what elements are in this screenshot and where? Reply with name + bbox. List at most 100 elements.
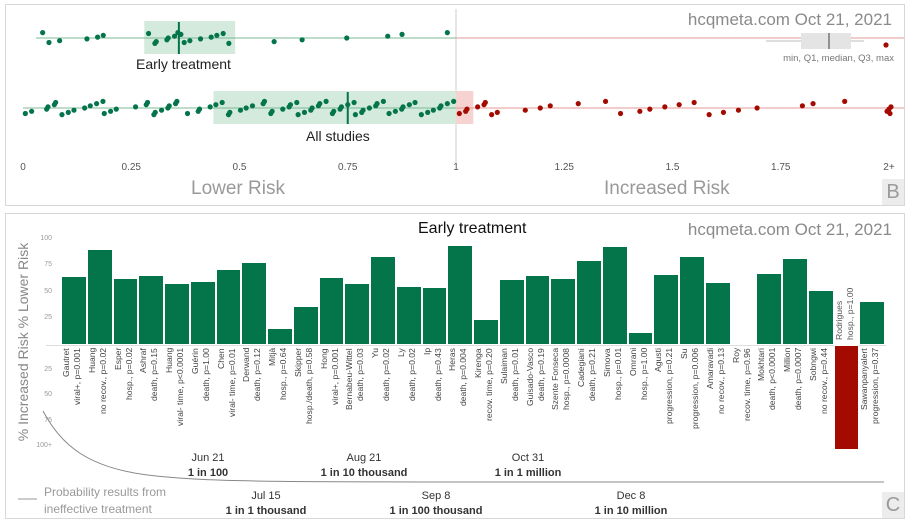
x-label-lower: Lower Risk <box>191 178 285 199</box>
bar-derwand <box>241 262 267 345</box>
annotation-probability: 1 in 100 thousand <box>389 505 483 517</box>
bar-huang <box>86 249 113 345</box>
data-point <box>280 106 286 112</box>
data-point <box>537 105 543 111</box>
x-tick-label: 1 <box>453 162 459 173</box>
row-label-all: All studies <box>306 128 370 144</box>
bar-million <box>782 257 808 345</box>
data-point <box>494 109 500 115</box>
y-tick-label: 100+ <box>36 442 52 449</box>
data-point <box>165 35 171 41</box>
data-point <box>547 103 553 109</box>
data-point <box>888 104 894 110</box>
bar-rodrigues <box>833 345 860 450</box>
data-point <box>406 102 412 108</box>
annotation-date: Jul 15 <box>251 490 281 502</box>
data-point <box>637 108 643 114</box>
bar-sawanpanyalert <box>859 300 885 345</box>
probability-annotation: Jun 21 1 in 100 <box>188 452 228 479</box>
y-tick-label: 100 <box>40 235 52 242</box>
data-point <box>40 30 46 36</box>
data-point <box>184 110 191 117</box>
legend-box <box>801 33 851 49</box>
data-point <box>57 38 63 44</box>
data-point <box>400 104 406 110</box>
data-point <box>219 99 225 106</box>
data-point <box>380 98 386 104</box>
data-point <box>299 37 305 43</box>
data-point <box>617 110 624 117</box>
data-point <box>691 99 697 106</box>
data-point <box>754 105 760 111</box>
data-point <box>676 102 682 108</box>
data-point <box>444 30 450 36</box>
data-point <box>101 110 107 117</box>
y-tick-label: 50 <box>44 287 52 295</box>
probability-annotation: Oct 31 1 in 1 million <box>495 452 562 479</box>
data-point <box>418 112 424 118</box>
x-label-increased: Increased Risk <box>604 178 730 199</box>
bar-sobngwi <box>807 290 834 345</box>
data-point <box>489 112 495 118</box>
data-point <box>602 98 609 104</box>
data-point <box>208 34 214 40</box>
data-point <box>226 40 232 47</box>
x-tick-label: 2+ <box>883 162 895 173</box>
curve-legend: Probability results from ineffective tre… <box>44 485 167 516</box>
bar-yu <box>370 255 396 345</box>
data-point <box>345 102 351 108</box>
probability-annotation: Sep 8 1 in 100 thousand <box>390 490 483 517</box>
chart-title: Early treatment <box>418 220 527 237</box>
bar-omrani <box>627 332 654 345</box>
data-point <box>65 109 71 115</box>
data-point <box>412 99 418 106</box>
data-point <box>196 106 203 112</box>
probability-annotation: Dec 8 1 in 10 million <box>595 490 668 517</box>
data-point <box>351 99 357 106</box>
data-point <box>261 98 268 104</box>
bar-ip <box>421 287 448 345</box>
bar-chen <box>215 269 242 345</box>
bar-bernabeu-wittel <box>344 283 370 345</box>
bar-skipper <box>292 306 319 345</box>
data-point <box>175 30 181 36</box>
data-point <box>309 105 315 111</box>
data-point <box>331 108 337 114</box>
bar-simova <box>601 246 628 345</box>
data-point <box>269 108 275 114</box>
data-point <box>100 32 106 38</box>
annotation-date: Sep 8 <box>421 490 451 502</box>
bar-mitj- <box>267 328 293 345</box>
brand-text: hcqmeta.com Oct 21, 2021 <box>687 220 892 239</box>
data-point <box>385 33 391 39</box>
row-label-early: Early treatment <box>136 56 231 72</box>
bar-ashraf <box>138 274 164 345</box>
data-point <box>46 39 52 46</box>
y-tick-label: 25 <box>44 313 52 321</box>
legend-max-point <box>883 42 889 48</box>
annotation-date: Dec 8 <box>616 490 646 502</box>
annotation-probability: 1 in 100 <box>187 467 229 479</box>
panel-c-bar-chart: Early treatment hcqmeta.com Oct 21, 2021… <box>5 213 905 519</box>
data-point <box>197 36 204 42</box>
data-point <box>386 110 392 117</box>
data-point <box>360 107 366 113</box>
bar-amaravadi <box>704 282 731 345</box>
data-point <box>662 104 668 110</box>
bar-guisado-vasco <box>524 274 551 345</box>
data-point <box>352 112 359 118</box>
data-point <box>842 98 848 104</box>
bar-kirenga <box>473 318 499 345</box>
y-tick-label: 25 <box>44 365 52 373</box>
data-point <box>187 38 193 44</box>
data-point <box>237 107 244 113</box>
data-point <box>227 109 233 115</box>
data-point <box>430 107 436 113</box>
data-point <box>456 110 462 117</box>
data-point <box>94 101 100 107</box>
x-tick-label: 1.5 <box>665 162 680 173</box>
data-point <box>213 102 219 108</box>
data-point <box>392 108 398 114</box>
panel-letter-c: C <box>882 492 904 518</box>
x-tick-label: 1.25 <box>554 162 574 173</box>
